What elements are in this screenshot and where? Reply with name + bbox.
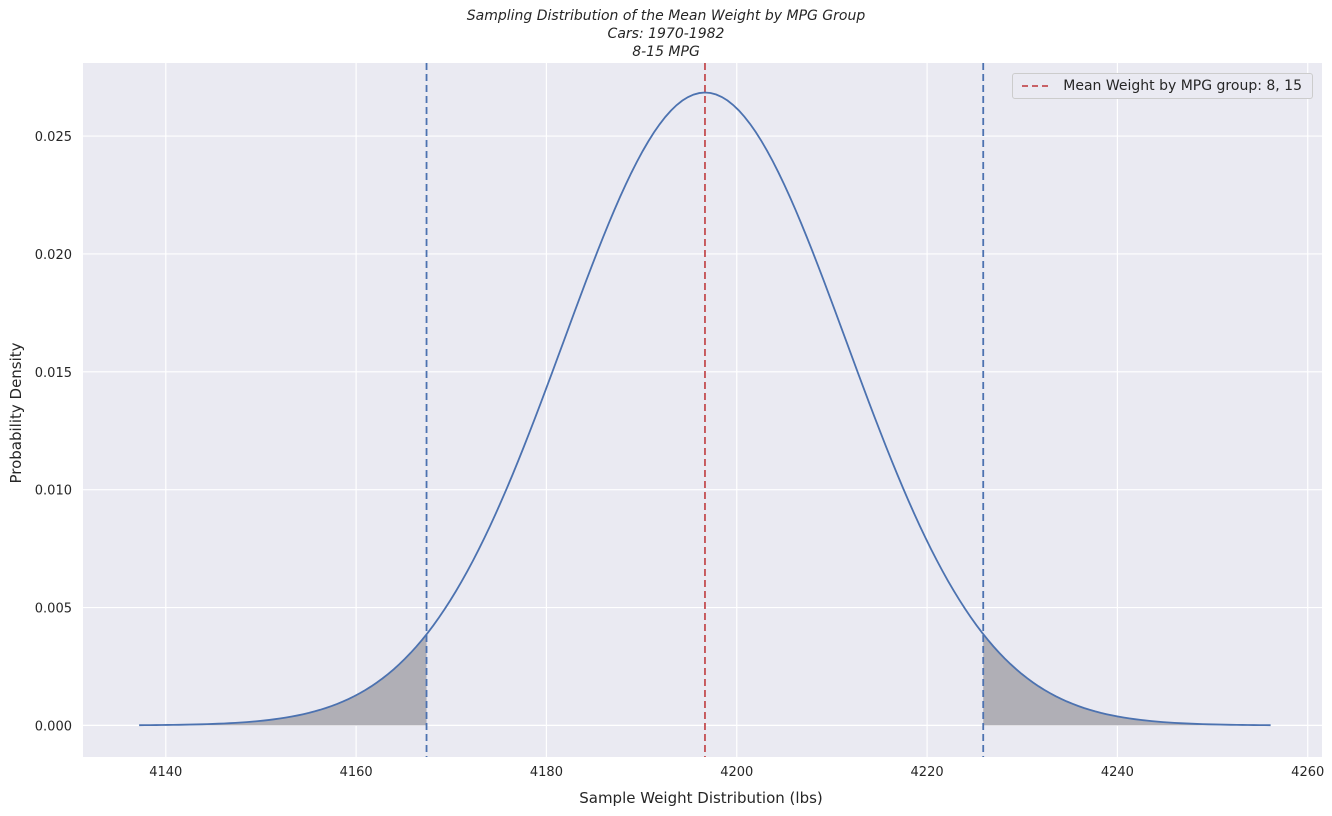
y-tick-label: 0.010 xyxy=(35,484,72,499)
x-tick-label: 4180 xyxy=(530,765,563,780)
density-curve xyxy=(139,91,1271,727)
shaded-tail-left xyxy=(139,634,427,726)
y-tick-label: 0.020 xyxy=(35,248,72,263)
y-tick-label: 0.025 xyxy=(35,130,72,145)
x-tick-label: 4220 xyxy=(911,765,944,780)
y-tick-labels: 0.000 0.005 0.010 0.015 0.020 0.025 xyxy=(35,130,72,734)
x-tick-label: 4260 xyxy=(1291,765,1324,780)
x-tick-label: 4240 xyxy=(1101,765,1134,780)
legend: Mean Weight by MPG group: 8, 15 xyxy=(1012,73,1313,99)
legend-dashed-line-icon xyxy=(1022,85,1053,87)
y-tick-label: 0.000 xyxy=(35,719,72,734)
x-axis-label: Sample Weight Distribution (lbs) xyxy=(579,789,823,807)
chart-title-line-3: 8-15 MPG xyxy=(632,44,700,60)
y-tick-label: 0.005 xyxy=(35,602,72,617)
y-tick-label: 0.015 xyxy=(35,366,72,381)
shaded-tail-right xyxy=(983,634,1271,726)
shaded-tails xyxy=(139,634,1271,726)
x-gridlines xyxy=(165,63,1309,757)
y-axis-label: Probability Density xyxy=(7,342,25,484)
plot-area xyxy=(83,63,1322,757)
vertical-lines xyxy=(425,63,985,757)
x-tick-label: 4140 xyxy=(149,765,182,780)
chart-title-line-1: Sampling Distribution of the Mean Weight… xyxy=(466,8,866,24)
x-tick-label: 4160 xyxy=(340,765,373,780)
legend-label: Mean Weight by MPG group: 8, 15 xyxy=(1063,78,1302,94)
x-tick-label: 4200 xyxy=(720,765,753,780)
chart-title-line-2: Cars: 1970-1982 xyxy=(607,26,725,42)
x-tick-labels: 4140 4160 4180 4200 4220 4240 4260 xyxy=(149,765,1324,780)
y-gridlines xyxy=(83,135,1322,727)
